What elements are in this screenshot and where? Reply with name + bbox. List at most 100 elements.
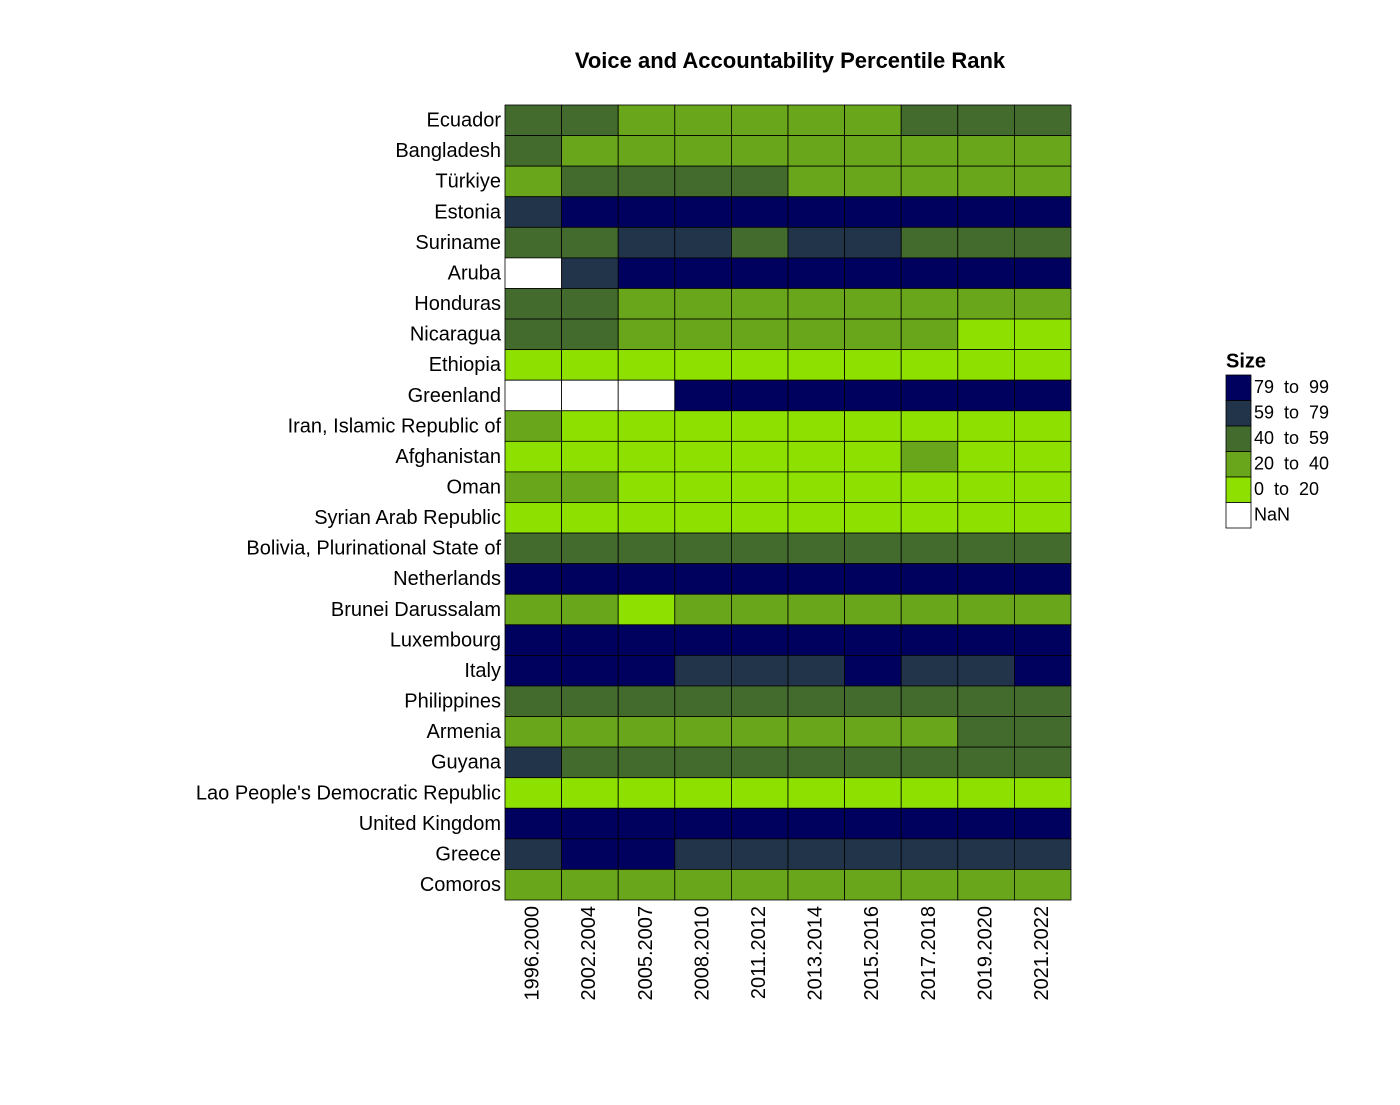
- chart-title: Voice and Accountability Percentile Rank: [575, 48, 1006, 73]
- heatmap-cell: [504, 410, 562, 442]
- heatmap-cell: [957, 257, 1015, 289]
- heatmap-cell: [1014, 838, 1072, 870]
- heatmap-cell: [957, 654, 1015, 687]
- heatmap-cell: [844, 869, 902, 901]
- y-tick-label: Italy: [464, 660, 501, 682]
- y-tick-label: Luxembourg: [390, 629, 501, 651]
- heatmap-cell: [1014, 807, 1072, 840]
- heatmap-cell: [561, 318, 619, 351]
- legend-label: 0 to 20: [1254, 479, 1319, 499]
- heatmap-cell: [900, 165, 959, 198]
- heatmap-cell: [1014, 226, 1072, 259]
- heatmap-cell: [617, 349, 676, 381]
- heatmap-cell: [617, 288, 676, 320]
- heatmap-cell: [900, 869, 959, 901]
- heatmap-cell: [787, 807, 845, 840]
- y-tick-label: Netherlands: [393, 568, 501, 590]
- heatmap-cell: [504, 746, 562, 779]
- heatmap-cell: [787, 165, 845, 198]
- heatmap-cell: [674, 624, 732, 656]
- heatmap-cell: [1014, 135, 1072, 167]
- heatmap-cell: [617, 196, 676, 228]
- heatmap-cell: [731, 777, 789, 809]
- heatmap-cell: [787, 379, 845, 412]
- heatmap-cell: [617, 410, 676, 442]
- legend-title: Size: [1226, 350, 1266, 372]
- heatmap-cell: [1014, 654, 1072, 687]
- heatmap-cell: [957, 196, 1015, 228]
- x-tick-label: 2005.2007: [635, 906, 657, 1001]
- heatmap-cell: [504, 135, 562, 167]
- heatmap-cell: [957, 471, 1015, 503]
- y-tick-label: Oman: [447, 476, 501, 498]
- heatmap-cell: [1014, 288, 1072, 320]
- heatmap-cell: [561, 226, 619, 259]
- heatmap-cell: [957, 502, 1015, 534]
- heatmap-cell: [844, 685, 902, 717]
- heatmap-cell: [1014, 257, 1072, 289]
- heatmap-cell: [731, 410, 789, 442]
- heatmap-cell: [1014, 410, 1072, 442]
- heatmap-cell: [957, 563, 1015, 595]
- heatmap-cell: [674, 777, 732, 809]
- heatmap-cell: [561, 777, 619, 809]
- heatmap-cell: [617, 440, 676, 473]
- heatmap-cell: [787, 196, 845, 228]
- heatmap-cell: [674, 532, 732, 565]
- heatmap-cell: [674, 196, 732, 228]
- heatmap-cell: [674, 593, 732, 626]
- heatmap-cell: [731, 104, 789, 136]
- heatmap-cell: [617, 838, 676, 870]
- heatmap-cell: [731, 471, 789, 503]
- heatmap-cell: [787, 440, 845, 473]
- heatmap-cell: [561, 869, 619, 901]
- heatmap-cell: [561, 502, 619, 534]
- heatmap-cell: [900, 196, 959, 228]
- heatmap-cell: [844, 807, 902, 840]
- heatmap-cell: [1014, 777, 1072, 809]
- heatmap-cell: [617, 379, 676, 412]
- heatmap-cell: [561, 563, 619, 595]
- heatmap-cell: [957, 869, 1015, 901]
- heatmap-cell: [731, 379, 789, 412]
- heatmap-cell: [1014, 685, 1072, 717]
- heatmap-cell: [504, 379, 562, 412]
- heatmap-cell: [674, 440, 732, 473]
- legend-label: 20 to 40: [1254, 453, 1329, 473]
- heatmap-cell: [674, 257, 732, 289]
- heatmap-cell: [731, 838, 789, 870]
- heatmap-cell: [900, 349, 959, 381]
- heatmap-cell: [504, 716, 562, 748]
- heatmap-cell: [900, 624, 959, 656]
- x-tick-label: 2021.2022: [1031, 906, 1053, 1001]
- heatmap-cell: [674, 746, 732, 779]
- x-tick-label: 2002.2004: [578, 906, 600, 1001]
- heatmap-cell: [1014, 379, 1072, 412]
- y-tick-label: Bolivia, Plurinational State of: [246, 538, 501, 560]
- heatmap-cell: [504, 654, 562, 687]
- y-tick-label: Brunei Darussalam: [331, 599, 501, 621]
- heatmap-cell: [957, 593, 1015, 626]
- heatmap-cell: [957, 532, 1015, 565]
- heatmap-cell: [561, 288, 619, 320]
- y-tick-label: Greenland: [408, 385, 501, 407]
- heatmap-cell: [561, 624, 619, 656]
- heatmap-cell: [900, 716, 959, 748]
- heatmap-cell: [674, 502, 732, 534]
- heatmap-cell: [731, 165, 789, 198]
- heatmap-cell: [674, 716, 732, 748]
- heatmap-cell: [900, 532, 959, 565]
- heatmap-cell: [787, 777, 845, 809]
- heatmap-cell: [844, 563, 902, 595]
- x-tick-label: 2013.2014: [805, 906, 827, 1001]
- heatmap-cell: [1014, 624, 1072, 656]
- heatmap-cell: [957, 349, 1015, 381]
- heatmap-cell: [844, 838, 902, 870]
- heatmap-cell: [844, 379, 902, 412]
- heatmap-cell: [900, 440, 959, 473]
- heatmap-cell: [900, 257, 959, 289]
- heatmap-cell: [1014, 502, 1072, 534]
- heatmap-cell: [504, 257, 562, 289]
- heatmap-cell: [674, 654, 732, 687]
- legend-swatch: [1225, 502, 1252, 529]
